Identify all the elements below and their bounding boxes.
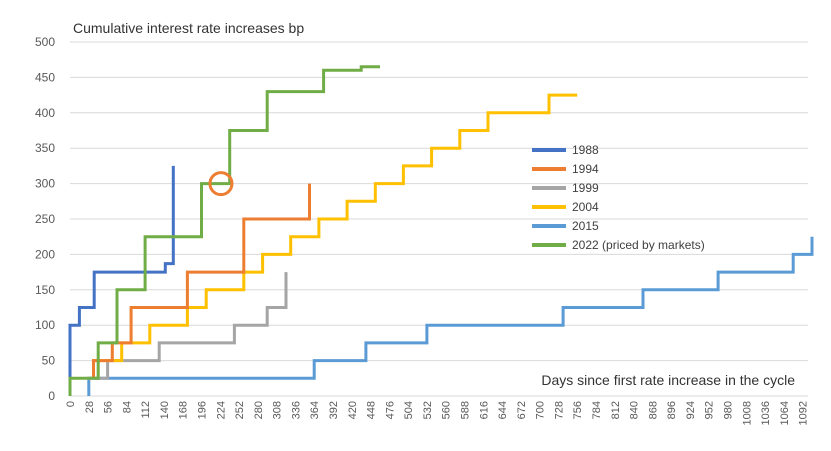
- legend-label: 2004: [572, 200, 599, 214]
- x-tick-label: 980: [722, 401, 734, 419]
- x-tick-label: 476: [384, 401, 396, 419]
- x-tick-label: 532: [422, 401, 434, 419]
- x-tick-label: 672: [516, 401, 528, 419]
- x-tick-label: 924: [685, 401, 697, 419]
- x-tick-label: 756: [572, 401, 584, 419]
- x-tick-label: 168: [178, 401, 190, 419]
- x-tick-label: 364: [309, 401, 321, 419]
- xlabel-background: [488, 368, 808, 390]
- x-tick-label: 224: [215, 401, 227, 419]
- x-tick-label: 448: [366, 401, 378, 419]
- legend-label: 2015: [572, 219, 599, 233]
- y-tick-label: 0: [48, 389, 55, 403]
- x-tick-label: 392: [328, 401, 340, 419]
- series-line-2022: [68, 65, 380, 396]
- x-axis-label: Days since first rate increase in the cy…: [541, 372, 795, 388]
- x-tick-label: 784: [591, 401, 603, 419]
- chart-title: Cumulative interest rate increases bp: [73, 20, 304, 36]
- y-tick-label: 450: [35, 70, 55, 84]
- series-lines: [68, 65, 814, 396]
- y-tick-label: 200: [35, 247, 55, 261]
- x-tick-label: 112: [140, 401, 152, 419]
- x-tick-label: 896: [666, 401, 678, 419]
- annotation: [208, 171, 234, 197]
- x-tick-label: 560: [441, 401, 453, 419]
- series-line-1988: [68, 165, 175, 379]
- legend-label: 1999: [572, 181, 599, 195]
- x-tick-label: 812: [610, 401, 622, 419]
- x-tick-label: 196: [196, 401, 208, 419]
- x-tick-label: 700: [535, 401, 547, 419]
- series-line-1994: [92, 183, 311, 379]
- x-tick-label: 420: [347, 401, 359, 419]
- x-tick-label: 840: [629, 401, 641, 419]
- series-line-2004: [92, 93, 578, 379]
- y-tick-label: 100: [35, 318, 55, 332]
- x-tick-label: 728: [553, 401, 565, 419]
- x-tick-label: 1064: [779, 401, 791, 425]
- legend-label: 2022 (priced by markets): [572, 238, 705, 252]
- x-tick-label: 56: [103, 401, 115, 413]
- x-tick-label: 84: [121, 401, 133, 413]
- x-tick-label: 280: [253, 401, 265, 419]
- x-tick-label: 588: [459, 401, 471, 419]
- x-tick-label: 0: [65, 401, 77, 407]
- annotation-circle: [208, 171, 234, 197]
- y-tick-label: 500: [35, 35, 55, 49]
- x-tick-label: 644: [497, 401, 509, 419]
- x-tick-label: 868: [647, 401, 659, 419]
- x-tick-label: 1008: [741, 401, 753, 425]
- y-tick-label: 150: [35, 283, 55, 297]
- y-tick-label: 300: [35, 177, 55, 191]
- legend-label: 1988: [572, 143, 599, 157]
- x-tick-label: 308: [272, 401, 284, 419]
- y-tick-label: 350: [35, 141, 55, 155]
- series-line-1999: [88, 272, 288, 380]
- x-tick-label: 28: [84, 401, 96, 413]
- y-tick-label: 400: [35, 106, 55, 120]
- gridlines: [70, 41, 808, 397]
- x-tick-label: 1092: [798, 401, 810, 425]
- legend: 1988 1994 1999 2004 2015 2022 (priced by mark…: [532, 143, 705, 252]
- series-line-2015: [87, 236, 814, 396]
- x-tick-label: 952: [704, 401, 716, 419]
- x-tick-label: 252: [234, 401, 246, 419]
- y-tick-label: 250: [35, 212, 55, 226]
- x-tick-label: 140: [159, 401, 171, 419]
- x-tick-label: 616: [478, 401, 490, 419]
- x-tick-label: 336: [290, 401, 302, 419]
- x-axis-ticks: 0 28 56 84 112 140 168 196 224 252 280 308 336 364 392…: [65, 401, 810, 425]
- x-tick-label: 1036: [760, 401, 772, 425]
- y-axis-ticks: 0 50 100 150 200 250 300 350 400 450 500: [35, 35, 55, 403]
- legend-label: 1994: [572, 162, 599, 176]
- y-tick-label: 50: [42, 354, 56, 368]
- x-tick-label: 504: [403, 401, 415, 419]
